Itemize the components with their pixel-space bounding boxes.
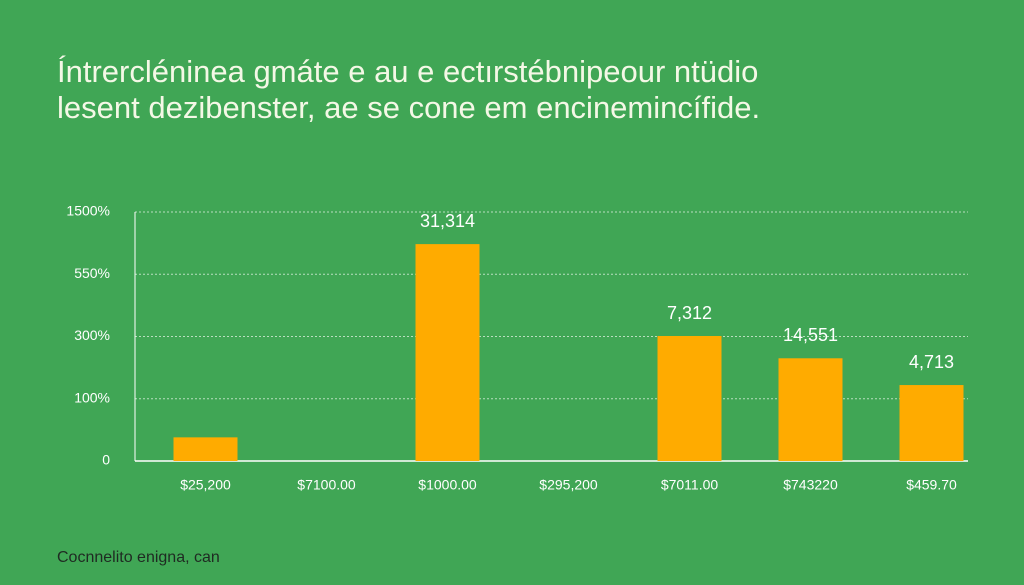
value-label: 4,713 bbox=[909, 352, 954, 372]
footer: Cocnnelito enigna, can bbox=[57, 549, 220, 566]
value-label: 7,312 bbox=[667, 303, 712, 323]
bar bbox=[657, 336, 722, 461]
bar bbox=[173, 437, 238, 461]
y-tick-label: 0 bbox=[102, 452, 110, 468]
x-tick-label: $743220 bbox=[783, 477, 838, 493]
x-tick-label: $7011.00 bbox=[661, 477, 719, 493]
x-tick-label: $295,200 bbox=[539, 477, 598, 493]
y-tick-label: 550% bbox=[74, 265, 110, 281]
chart-title: Íntrercléninea gmáte e au e ectırstébnip… bbox=[57, 54, 758, 89]
bar bbox=[778, 358, 843, 461]
x-tick-label: $459.70 bbox=[906, 477, 957, 493]
x-tick-label: $25,200 bbox=[180, 477, 231, 493]
x-tick-label: $1000.00 bbox=[418, 477, 477, 493]
bar bbox=[415, 244, 480, 461]
value-label: 31,314 bbox=[420, 211, 475, 231]
y-tick-label: 100% bbox=[74, 389, 110, 405]
x-tick-label: $7100.00 bbox=[297, 477, 356, 493]
value-label: 14,551 bbox=[783, 325, 838, 345]
bar bbox=[899, 385, 964, 461]
chart-title: lesent dezibenster, ae se cone em encine… bbox=[57, 90, 760, 125]
y-tick-label: 300% bbox=[74, 327, 110, 343]
y-tick-label: 1500% bbox=[66, 203, 110, 219]
